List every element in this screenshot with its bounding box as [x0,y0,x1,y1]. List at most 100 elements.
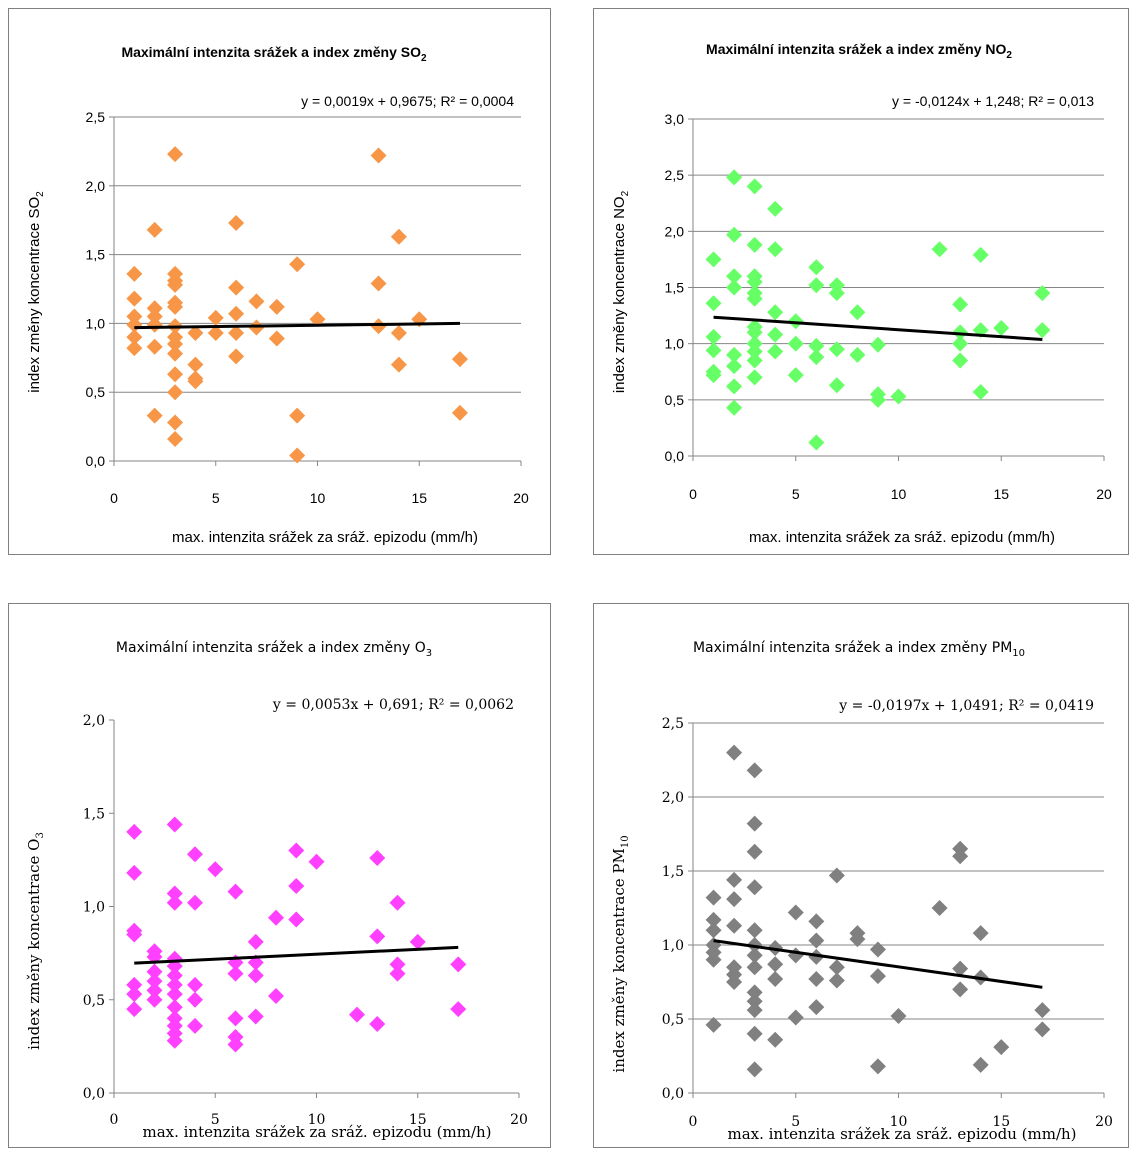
data-point [126,308,143,325]
data-point [972,383,989,400]
data-point [746,1025,763,1042]
y-tick-label: 1,5 [662,864,684,880]
data-point [247,933,264,950]
data-point [849,931,866,948]
x-tick-label: 15 [411,490,427,506]
data-point [787,1009,804,1026]
data-point [187,325,204,342]
data-point [767,200,784,217]
data-point [227,1036,244,1053]
x-tick-label: 10 [308,1112,326,1128]
data-point [808,277,825,294]
y-axis-label: index změny koncentrace NO2 [611,190,631,393]
x-tick-label: 20 [1096,486,1112,502]
data-point [952,981,969,998]
chart-svg-pm10: 0,0 0,5 1,0 1,5 2,0 2,5 0 5 10 15 20 Maximální inte… [610,640,1113,1143]
data-point [187,846,203,863]
x-axis-label: max. intenzita srážek za sráž. epizodu (… [749,529,1055,546]
x-tick-label: 15 [993,486,1009,502]
data-point [390,356,407,373]
data-point [705,889,722,906]
data-point [705,295,722,312]
y-tick-label: 2,0 [662,790,684,806]
x-tick-label: 10 [890,1114,908,1130]
data-point [972,925,989,942]
data-point [808,948,825,965]
data-point [931,241,948,258]
data-point [369,850,386,867]
data-point [746,959,763,976]
data-point [146,963,163,980]
data-point [389,965,406,982]
data-point [268,988,284,1005]
data-point [726,279,743,296]
data-point [1034,1021,1051,1038]
data-point [450,956,467,973]
data-point [787,335,804,352]
x-tick-label: 20 [510,1112,528,1128]
data-point [126,316,143,333]
data-point [726,169,743,186]
y-tick-label: 1,5 [83,806,105,822]
data-point [1034,285,1051,302]
y-tick-label: 0,0 [86,453,106,469]
data-point [705,922,722,939]
trendline-equation: y = 0,0053x + 0,691; R² = 0,0062 [272,697,514,713]
data-point [726,891,743,908]
x-tick-label: 0 [689,486,697,502]
data-point [450,1001,467,1018]
y-tick-label: 1,0 [665,336,685,352]
data-point [167,430,184,447]
x-tick-label: 20 [513,490,529,506]
data-point [726,974,743,990]
data-point [146,221,163,238]
data-point [808,999,825,1016]
data-point [146,316,163,333]
x-tick-label: 5 [212,490,220,506]
y-tick-label: 0,0 [83,1086,105,1102]
x-tick-label: 5 [792,486,800,502]
data-point [167,384,184,401]
data-point [166,967,183,984]
data-point [370,318,387,335]
data-point [787,313,804,330]
chart-title: Maximální intenzita srážek a index změny… [116,640,432,659]
data-point [726,378,743,395]
data-point [746,984,763,1001]
data-point [767,241,784,258]
data-point [705,911,722,928]
data-point [746,993,763,1010]
x-tick-label: 10 [891,486,907,502]
data-point [187,1017,203,1034]
data-point [126,340,143,357]
data-point [369,1015,386,1032]
data-point [746,815,763,832]
data-point [1034,1002,1051,1019]
data-point [972,246,989,263]
data-point [726,346,743,363]
data-point [767,971,784,988]
data-point [808,259,825,276]
data-point [207,325,224,342]
data-point [187,991,203,1008]
data-point [746,343,763,360]
data-point [228,305,245,322]
x-axis-label: max. intenzita srážek za sráž. epizodu (… [727,1125,1076,1143]
y-tick-label: 0,0 [665,448,685,464]
y-tick-label: 2,0 [83,713,105,729]
data-point [952,352,969,369]
y-tick-label: 1,0 [86,315,106,331]
trendline-equation: y = -0,0124x + 1,248; R² = 0,013 [892,93,1094,109]
y-tick-label: 0,5 [86,384,106,400]
y-tick-label: 1,5 [86,247,106,263]
data-point [247,1008,264,1025]
y-tick-label: 1,0 [83,900,105,916]
data-point [126,290,143,307]
data-point [166,1032,183,1049]
data-point [207,309,224,326]
data-point [746,879,763,896]
chart-panel-so2: 0,0 0,5 1,0 1,5 2,0 2,5 0 5 10 15 20 Maximální inte… [8,8,551,555]
data-point [705,251,722,268]
data-point [146,991,163,1008]
y-tick-label: 0,5 [665,392,685,408]
